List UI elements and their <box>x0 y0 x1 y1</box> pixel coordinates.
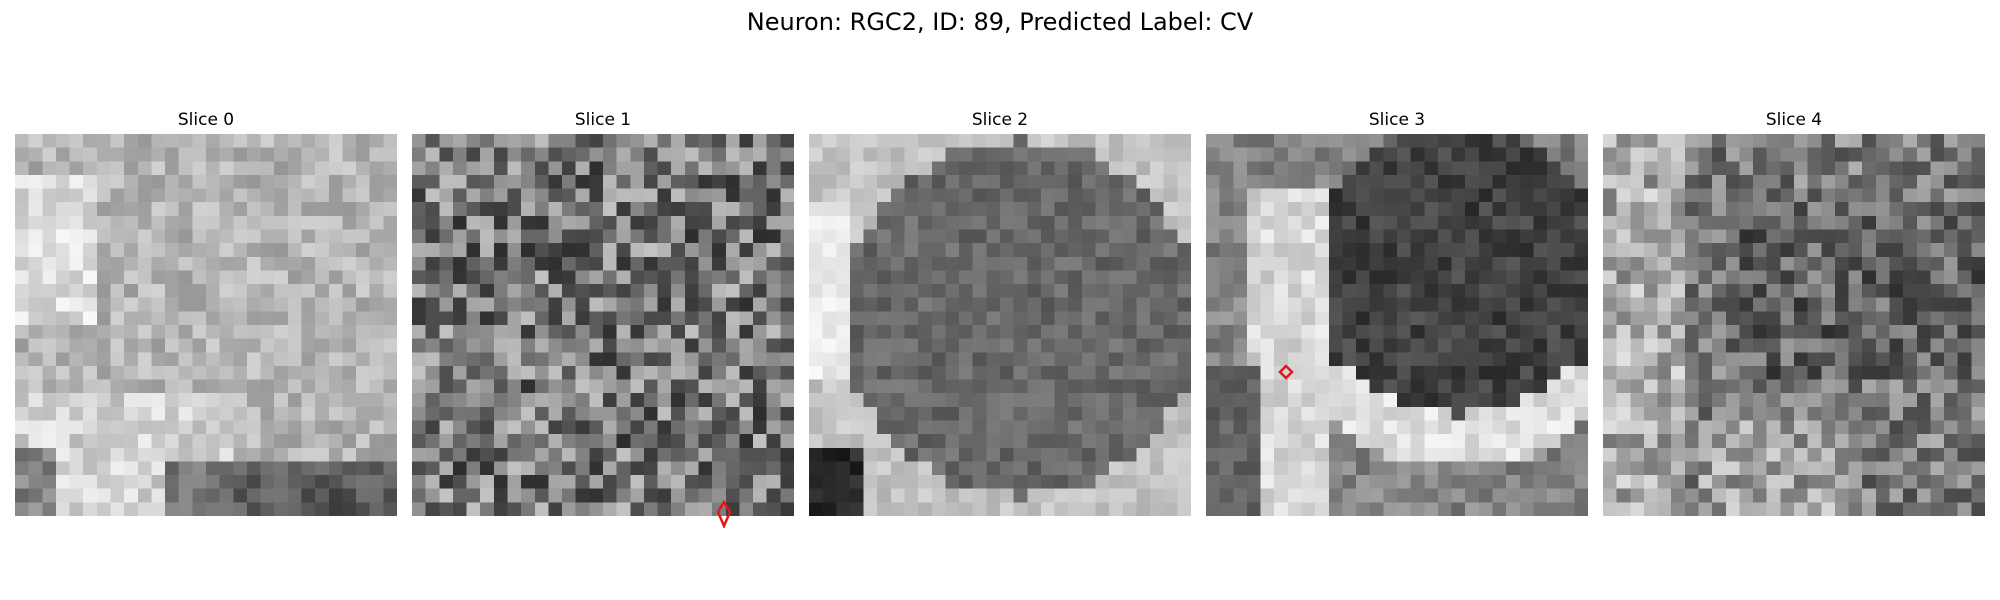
slice-image-0 <box>15 134 397 516</box>
slice-title: Slice 4 <box>1765 110 1823 130</box>
slice-panel-4: Slice 4 <box>1603 108 1985 516</box>
slice-image-4 <box>1603 134 1985 516</box>
slice-title: Slice 2 <box>971 110 1029 130</box>
slice-panel-1: Slice 1 <box>412 108 794 528</box>
figure-title: Neuron: RGC2, ID: 89, Predicted Label: C… <box>746 8 1254 36</box>
slice-panel-3: Slice 3 <box>1206 108 1588 516</box>
slice-title: Slice 0 <box>177 110 235 130</box>
slice-panel-0: Slice 0 <box>15 108 397 516</box>
slice-image-2 <box>809 134 1191 516</box>
slice-title: Slice 1 <box>574 110 632 130</box>
slice-image-1 <box>412 134 794 516</box>
slice-image-3 <box>1206 134 1588 516</box>
slice-panel-2: Slice 2 <box>809 108 1191 516</box>
slice-title: Slice 3 <box>1368 110 1426 130</box>
